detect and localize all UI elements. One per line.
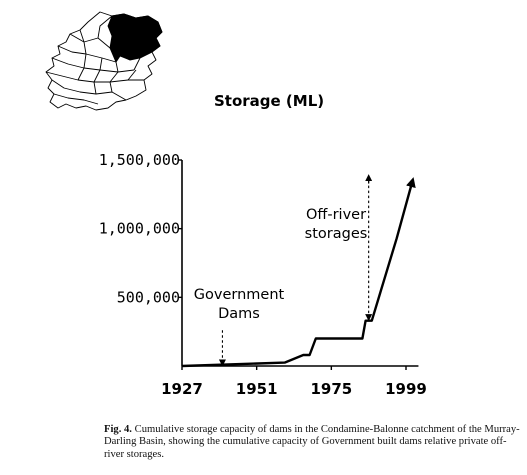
x-tick-label: 1951 <box>236 380 278 398</box>
y-tick-label: 1,000,000 <box>99 220 180 238</box>
annotation-label-line: storages <box>305 226 368 242</box>
highlighted-catchment <box>107 13 163 63</box>
x-tick-label: 1999 <box>385 380 427 398</box>
annotation-off-river-storages: Off-river storages <box>305 174 373 322</box>
caption-label: Fig. 4. <box>104 424 132 435</box>
caption-text: Cumulative storage capacity of dams in t… <box>104 424 520 460</box>
annotation-label-line: Government <box>194 287 285 303</box>
figure-caption: Fig. 4. Cumulative storage capacity of d… <box>104 424 522 461</box>
y-axis-label: Storage (ML) <box>214 92 325 110</box>
x-tick-label: 1927 <box>161 380 203 398</box>
storage-series-line <box>181 177 416 368</box>
x-tick-label: 1975 <box>310 380 352 398</box>
murray-darling-basin-map-icon <box>45 11 163 111</box>
annotation-label-line: Dams <box>218 306 260 322</box>
annotation-government-dams: Government Dams <box>194 287 285 367</box>
y-tick-label: 1,500,000 <box>99 151 180 169</box>
y-tick-label: 500,000 <box>117 288 180 306</box>
annotation-label-line: Off-river <box>306 207 366 223</box>
storage-line-chart: 500,000 1,000,000 1,500,000 1927 1951 1975 199… <box>99 151 427 398</box>
